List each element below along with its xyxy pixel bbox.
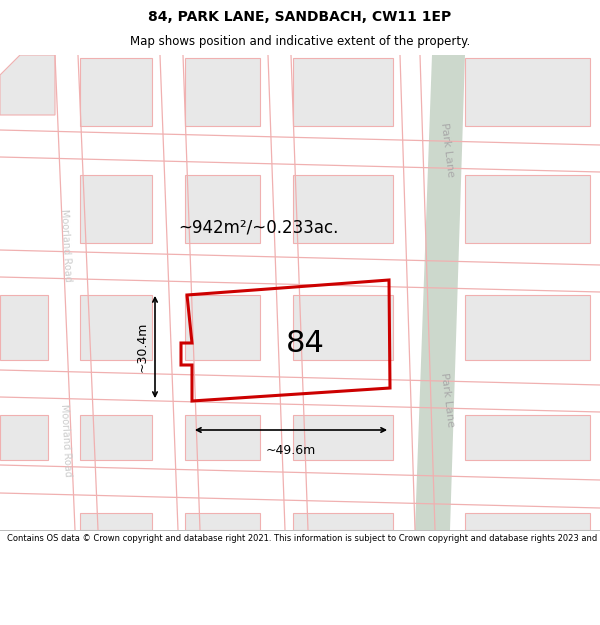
Text: Park Lane: Park Lane	[439, 122, 455, 178]
Text: Contains OS data © Crown copyright and database right 2021. This information is : Contains OS data © Crown copyright and d…	[7, 534, 600, 542]
Text: Moorland Road: Moorland Road	[59, 208, 73, 282]
Text: 84: 84	[286, 329, 325, 357]
Text: ~942m²/~0.233ac.: ~942m²/~0.233ac.	[178, 218, 338, 236]
Bar	[185, 175, 260, 243]
Polygon shape	[415, 55, 465, 530]
Bar	[293, 513, 393, 530]
Bar	[465, 175, 590, 243]
Bar	[293, 58, 393, 126]
Bar	[80, 175, 152, 243]
Bar	[293, 175, 393, 243]
Bar	[80, 513, 152, 530]
Bar	[185, 58, 260, 126]
Bar	[185, 415, 260, 460]
Bar	[0, 415, 48, 460]
Bar	[185, 295, 260, 360]
Bar	[465, 58, 590, 126]
Text: Map shows position and indicative extent of the property.: Map shows position and indicative extent…	[130, 35, 470, 48]
Text: Park Lane: Park Lane	[439, 372, 455, 428]
Bar	[293, 415, 393, 460]
Bar	[80, 58, 152, 126]
Bar	[80, 415, 152, 460]
Bar	[185, 513, 260, 530]
Bar	[465, 415, 590, 460]
Bar	[293, 295, 393, 360]
Text: ~30.4m: ~30.4m	[136, 322, 149, 372]
Bar	[0, 295, 48, 360]
Bar	[465, 513, 590, 530]
Text: 84, PARK LANE, SANDBACH, CW11 1EP: 84, PARK LANE, SANDBACH, CW11 1EP	[148, 10, 452, 24]
Bar	[465, 295, 590, 360]
Polygon shape	[0, 55, 55, 115]
Bar	[80, 295, 152, 360]
Text: ~49.6m: ~49.6m	[266, 444, 316, 457]
Text: Moorland Road: Moorland Road	[59, 403, 73, 477]
